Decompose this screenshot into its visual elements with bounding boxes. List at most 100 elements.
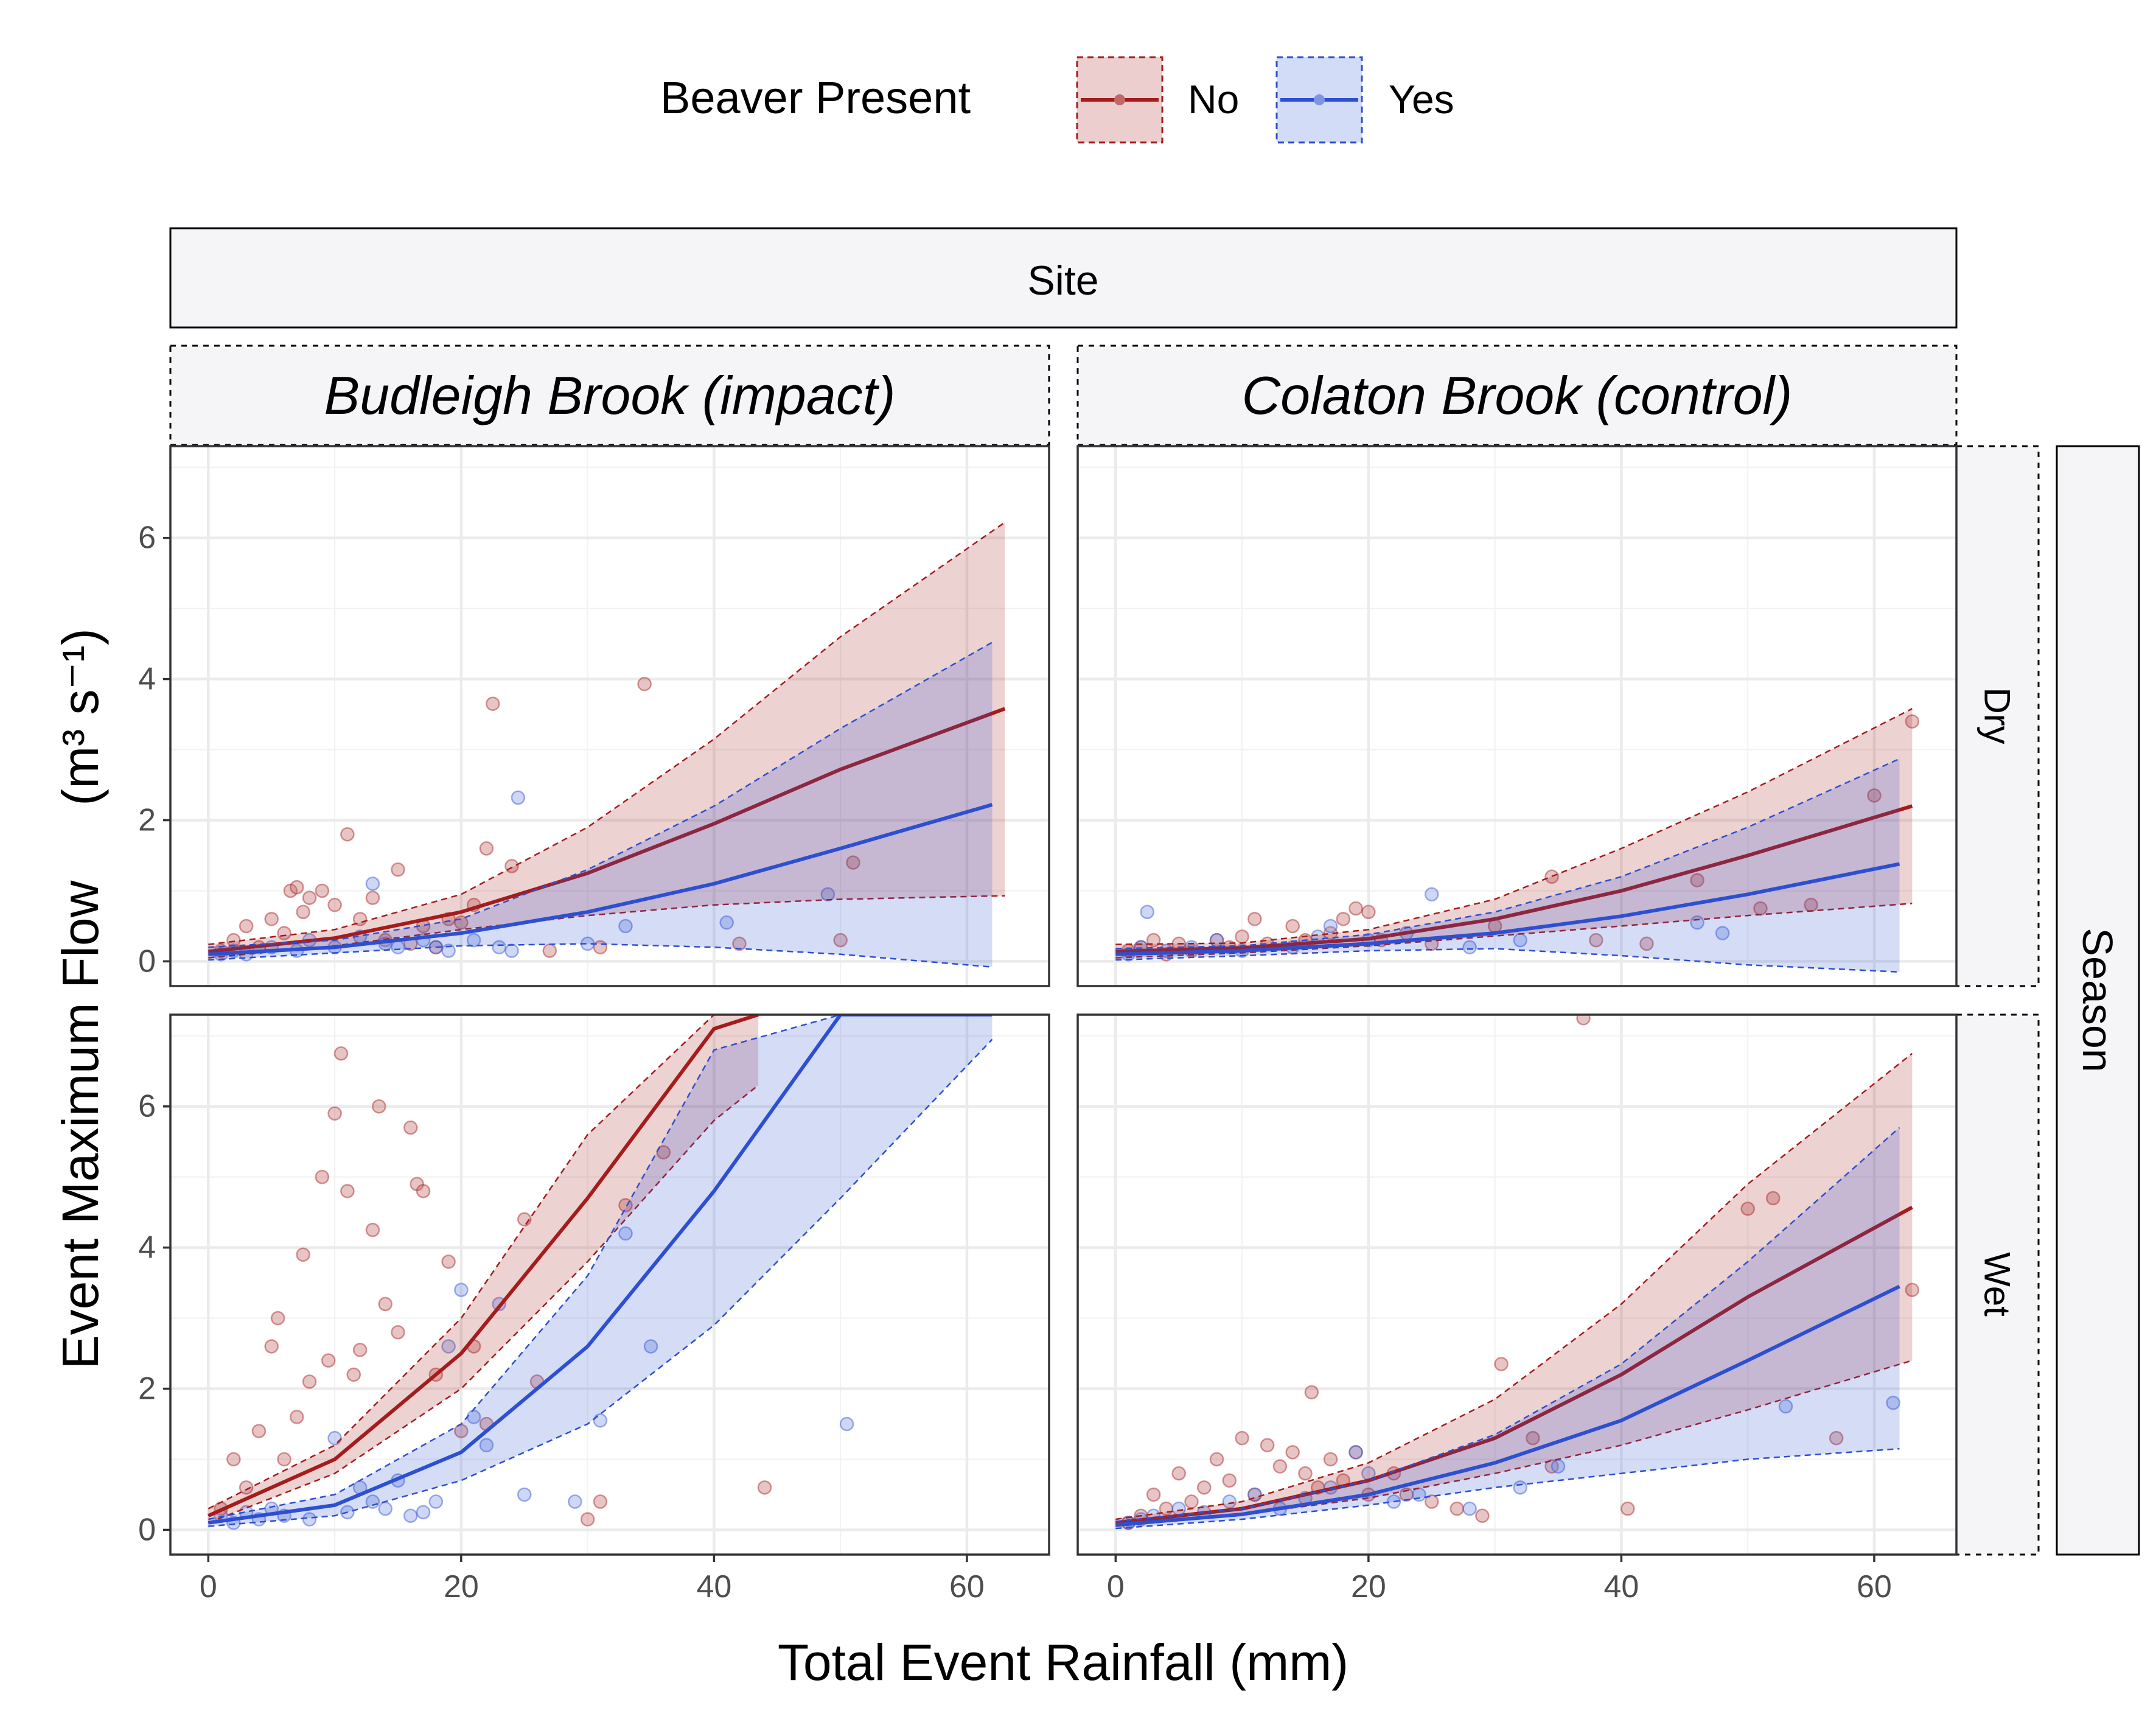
point-no (637, 676, 652, 691)
point-no (1197, 1480, 1212, 1495)
ribbon-upper-yes (1115, 1127, 1900, 1522)
point-no (378, 1296, 392, 1312)
point-yes (568, 1494, 582, 1509)
point-no (656, 1145, 671, 1160)
point-no (327, 1106, 342, 1121)
y-axis-title: Event Maximum Flow (m³ s⁻¹) (52, 628, 109, 1369)
point-yes (1462, 940, 1477, 954)
strip-season-box (2056, 445, 2140, 1556)
point-no (270, 1310, 285, 1326)
y-tick-label: 4 (138, 1230, 156, 1265)
point-yes (511, 790, 526, 805)
point-yes (454, 1282, 469, 1297)
point-no (333, 1046, 349, 1061)
strip-rows: Dry Wet (1955, 445, 2040, 1556)
point-no (1544, 1459, 1559, 1474)
panel-budleigh-dry: 0 2 4 6 (138, 445, 1050, 987)
point-yes (618, 1226, 633, 1241)
point-no (1222, 1473, 1237, 1488)
point-no (1450, 1501, 1465, 1516)
panel-grid (170, 446, 1049, 986)
point-yes (618, 918, 633, 934)
panel-border (1076, 445, 1958, 987)
point-no (1285, 918, 1300, 934)
point-no (1475, 1508, 1490, 1523)
point-no (1576, 1015, 1591, 1026)
point-no (1247, 1487, 1262, 1502)
ribbon-upper-yes (208, 642, 993, 948)
point-no (410, 1177, 424, 1192)
panel-content (208, 1015, 993, 1530)
panel-background (1078, 446, 1956, 986)
ribbon-no (208, 522, 1005, 958)
point-no (1171, 1466, 1186, 1481)
point-no (1247, 912, 1262, 926)
point-no (1209, 1452, 1224, 1467)
legend-key-no[interactable] (1076, 56, 1163, 144)
point-yes (820, 887, 836, 902)
y-tick-label: 0 (138, 1512, 156, 1547)
strip-site-label: Site (1027, 257, 1098, 304)
point-no (1829, 1430, 1844, 1446)
ribbon-upper-no (1115, 708, 1913, 945)
point-yes (479, 1438, 494, 1453)
strip-col-budleigh-label: Budleigh Brook (impact) (324, 365, 895, 425)
ribbon-no (1115, 1053, 1913, 1527)
point-yes (403, 1508, 418, 1523)
x-tick-label: 20 (1351, 1569, 1386, 1604)
panel-background (170, 1015, 1049, 1555)
point-yes (441, 1339, 456, 1354)
panel-border (169, 1013, 1050, 1556)
point-no (365, 890, 380, 905)
point-yes (441, 943, 456, 958)
point-no (1589, 932, 1603, 948)
point-yes (1425, 887, 1439, 902)
point-no (1425, 1494, 1439, 1509)
point-yes (504, 943, 519, 958)
point-no (321, 1353, 336, 1368)
y-axis-label: Event Maximum Flow (52, 880, 109, 1369)
fit-line-no (1115, 804, 1913, 954)
point-yes (1886, 1395, 1900, 1410)
panel-background (1078, 1015, 1956, 1555)
point-no (1905, 1282, 1920, 1297)
x-tick-label: 20 (444, 1569, 479, 1604)
point-no (1620, 1501, 1635, 1516)
strip-columns: Budleigh Brook (impact) Colaton Brook (c… (169, 345, 1958, 446)
point-no (1235, 1430, 1249, 1446)
panel-content (1115, 1015, 1920, 1530)
point-no (1867, 788, 1882, 803)
ribbon-yes (208, 642, 993, 967)
point-no (365, 1222, 380, 1237)
panel-colaton-dry (1076, 445, 1958, 987)
point-yes (365, 876, 380, 891)
point-no (1304, 1385, 1319, 1400)
point-no (264, 1339, 279, 1354)
ribbon-lower-yes (208, 1038, 993, 1527)
x-axis-label: Total Event Rainfall (mm) (778, 1634, 1348, 1691)
point-yes (1348, 1445, 1363, 1460)
point-no (1765, 1191, 1781, 1206)
point-no (239, 1480, 254, 1495)
legend-key-yes[interactable] (1275, 56, 1363, 144)
point-no (1905, 714, 1920, 729)
point-yes (1462, 1501, 1477, 1516)
point-yes (428, 1494, 444, 1509)
point-no (846, 855, 860, 870)
panel-content (208, 522, 1006, 968)
y-tick-label: 0 (138, 943, 156, 979)
point-no (290, 1410, 304, 1424)
point-no (302, 890, 317, 905)
ribbon-no (208, 1015, 759, 1523)
point-no (1361, 904, 1376, 920)
point-no (296, 1247, 310, 1262)
panel-content (1115, 708, 1920, 973)
point-no (486, 696, 500, 711)
point-no (1690, 873, 1704, 887)
panel-colaton-wet: 0 20 40 60 (1076, 1013, 1958, 1604)
strip-col-colaton-box (1076, 345, 1958, 446)
point-no (264, 912, 279, 926)
point-yes (378, 1501, 392, 1516)
panel-grid (1078, 446, 1956, 986)
